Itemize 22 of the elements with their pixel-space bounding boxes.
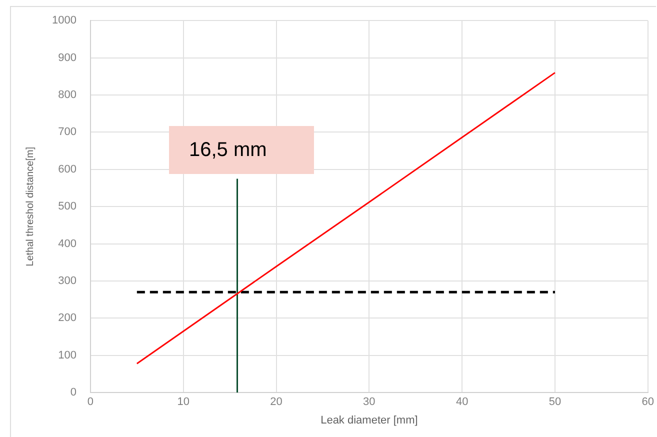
y-tick-label: 0 [70,386,76,399]
annotation: 16,5 mm [189,139,267,161]
y-tick-label: 300 [58,275,76,288]
x-tick-label: 60 [642,396,654,408]
y-tick-label: 800 [58,89,76,102]
y-tick-label: 1000 [52,14,76,27]
y-tick-label: 700 [58,126,76,138]
x-tick-label: 40 [456,396,468,408]
y-tick-label: 900 [58,52,76,64]
x-axis-title: Leak diameter [mm] [320,414,418,426]
y-tick-label: 100 [58,349,76,362]
callout-box: 16,5 mm [169,126,314,174]
y-tick-label: 500 [58,200,76,213]
x-tick-label: 20 [270,396,282,408]
x-tick-label: 10 [177,396,190,408]
y-axis-title: Lethal threshol distance[m] [24,146,36,266]
y-tick-label: 200 [58,312,76,324]
y-tick-label: 600 [58,163,76,176]
x-tick-label: 50 [548,396,562,408]
x-tick-label: 0 [87,396,94,408]
x-tick-label: 30 [363,396,376,408]
y-tick-label: 400 [58,238,76,250]
